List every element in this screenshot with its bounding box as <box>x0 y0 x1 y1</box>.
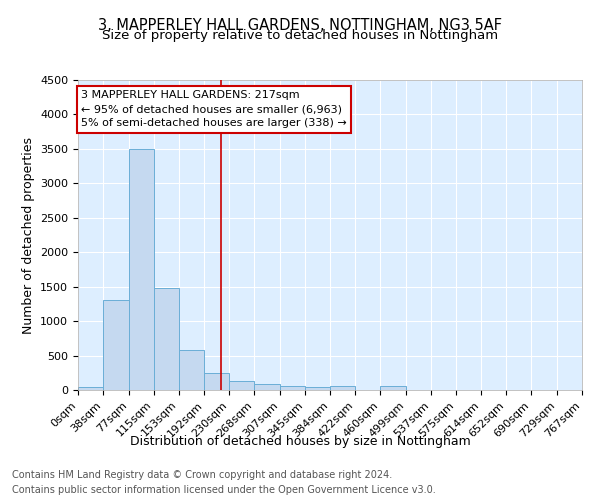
Bar <box>280 386 305 390</box>
Text: Size of property relative to detached houses in Nottingham: Size of property relative to detached ho… <box>102 29 498 42</box>
Bar <box>78 386 103 390</box>
Bar <box>128 149 154 390</box>
Text: Contains HM Land Registry data © Crown copyright and database right 2024.: Contains HM Land Registry data © Crown c… <box>12 470 392 480</box>
Bar <box>380 386 406 390</box>
Text: 3 MAPPERLEY HALL GARDENS: 217sqm
← 95% of detached houses are smaller (6,963)
5%: 3 MAPPERLEY HALL GARDENS: 217sqm ← 95% o… <box>81 90 347 128</box>
Bar <box>305 387 331 390</box>
Bar <box>154 288 179 390</box>
Bar <box>229 381 254 390</box>
Text: Contains public sector information licensed under the Open Government Licence v3: Contains public sector information licen… <box>12 485 436 495</box>
Bar <box>331 386 355 390</box>
Bar <box>254 384 280 390</box>
Text: Distribution of detached houses by size in Nottingham: Distribution of detached houses by size … <box>130 435 470 448</box>
Bar <box>103 300 128 390</box>
Text: 3, MAPPERLEY HALL GARDENS, NOTTINGHAM, NG3 5AF: 3, MAPPERLEY HALL GARDENS, NOTTINGHAM, N… <box>98 18 502 32</box>
Bar <box>179 350 204 390</box>
Y-axis label: Number of detached properties: Number of detached properties <box>22 136 35 334</box>
Bar <box>204 373 229 390</box>
